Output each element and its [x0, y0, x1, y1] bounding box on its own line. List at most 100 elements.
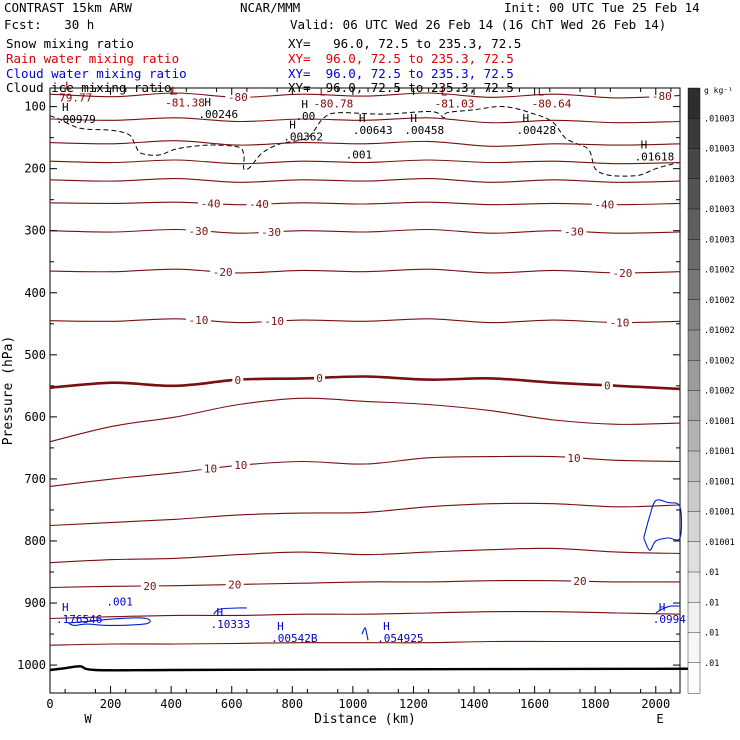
- colorbar-swatch: [687, 511, 701, 543]
- temperature-contour: [49, 318, 681, 324]
- contour-label-bg: [258, 225, 284, 238]
- colorbar-swatch: [687, 632, 701, 664]
- y-tick-label: 900: [24, 596, 46, 610]
- init-time: Init: 00 UTC Tue 25 Feb 14: [504, 0, 700, 15]
- colorbar-label: .01002: [704, 296, 735, 306]
- extremum-marker: L: [65, 79, 72, 92]
- extremum-marker: H: [383, 620, 390, 633]
- temperature-contour-label: 10: [567, 452, 580, 465]
- colorbar-label: .01002: [704, 387, 735, 397]
- extremum-value: -80.78: [314, 98, 354, 111]
- colorbar-swatch: [687, 450, 701, 482]
- x-axis: 0 200 400 600 800 1000 1200 1400 1600 1800 2000: [46, 88, 672, 711]
- colorbar-swatch: [687, 239, 701, 271]
- temperature-contour: [49, 397, 681, 443]
- cloud-water-contour: [361, 627, 369, 641]
- field-snow-name: Snow mixing ratio: [6, 36, 134, 51]
- contour-labels: -80 -80 -40 -40 -40 -30 -30 -30 -20 -20 -10 -10 -10 0…: [106, 90, 675, 609]
- colorbar-label: .01001: [704, 538, 735, 548]
- x-axis-label: Distance (km): [314, 712, 416, 727]
- field-rain-xy: XY= 96.0, 72.5 to 235.3, 72.5: [288, 51, 514, 66]
- temperature-contour: [49, 547, 681, 564]
- contour-label-bg: [232, 373, 244, 386]
- temperature-contour-label: -20: [613, 267, 633, 280]
- colorbar-swatch: [687, 299, 701, 331]
- x-tick-label: 200: [100, 697, 122, 711]
- contour-label-bg: [246, 198, 272, 211]
- colorbar-swatch: [687, 269, 701, 301]
- colorbar-swatch: [687, 360, 701, 392]
- temperature-contour-label: -30: [564, 226, 584, 239]
- x-tick-label: 1200: [399, 697, 428, 711]
- extremum-value: .00428: [516, 124, 556, 137]
- y-axis-label: Pressure (hPa): [1, 336, 16, 446]
- cloud-water-contours: [67, 499, 683, 641]
- valid-time: Valid: 06 UTC Wed 26 Feb 14 (16 ChT Wed …: [290, 17, 667, 32]
- contour-value-label: .001: [106, 596, 133, 609]
- west-end-label: W: [84, 712, 92, 726]
- temperature-contour: [49, 140, 681, 147]
- extremum-value: 79.77: [59, 91, 92, 104]
- temperature-contour-label: 20: [573, 575, 586, 588]
- x-tick-label: 600: [221, 697, 243, 711]
- temperature-contour: [49, 178, 681, 183]
- temperature-contour: [49, 375, 681, 391]
- colorbar-swatch: [687, 420, 701, 452]
- y-tick-label: 600: [24, 410, 46, 424]
- org-label: NCAR/MMM: [240, 0, 301, 15]
- extremum-value: .00458: [404, 124, 444, 137]
- temperature-contour-label: 20: [228, 578, 241, 591]
- colorbar-label: .01: [704, 629, 719, 639]
- temperature-contour: [49, 640, 680, 646]
- x-tick-label: 800: [281, 697, 303, 711]
- contour-label-bg: [609, 266, 635, 279]
- temperature-contour-label: -10: [188, 314, 208, 327]
- temperature-contour-label: 10: [204, 463, 217, 476]
- temperature-contour-label: -30: [188, 225, 208, 238]
- extremum-marker: H: [62, 601, 69, 614]
- colorbar-swatch: [687, 602, 701, 634]
- contour-label-bg: [561, 225, 587, 238]
- temperature-contour-label: 0: [604, 379, 611, 392]
- extremum-value: .10333: [211, 618, 251, 631]
- extremum-value: .00643: [353, 124, 393, 137]
- colorbar-swatch: [687, 329, 701, 361]
- temperature-contour: [49, 159, 681, 165]
- temperature-contour-label: -10: [264, 315, 284, 328]
- extremum-value: .01618: [635, 150, 675, 163]
- extremum-marker: H: [522, 112, 529, 125]
- x-tick-label: 1400: [460, 697, 489, 711]
- extremum-marker: L: [441, 86, 448, 99]
- field-rain-name: Rain water mixing ratio: [6, 51, 180, 66]
- surface-pressure-curve: [49, 665, 689, 672]
- extremum-marker: H: [217, 606, 224, 619]
- extremum-marker: L: [171, 84, 178, 97]
- temperature-contour-label: -30: [261, 226, 281, 239]
- y-tick-label: 400: [24, 286, 46, 300]
- colorbar-label: .01002: [704, 266, 735, 276]
- y-tick-label: 200: [24, 162, 46, 176]
- x-tick-label: 0: [46, 697, 53, 711]
- east-end-label: E: [656, 712, 663, 726]
- temperature-contour: [49, 502, 681, 527]
- extremum-value: .176546: [56, 613, 102, 626]
- colorbar-units: g kg⁻¹: [704, 86, 733, 95]
- colorbar-swatch: [687, 481, 701, 513]
- extremum-value: -81.03: [435, 98, 475, 111]
- contour-label-bg: [261, 315, 287, 328]
- extremum-marker: H: [641, 138, 648, 151]
- temperature-contour: [49, 201, 681, 206]
- x-tick-label: 400: [160, 697, 182, 711]
- contour-label-bg: [140, 579, 159, 592]
- cloud-ice-contours: [49, 105, 681, 177]
- colorbar-label: .01: [704, 598, 719, 608]
- cloud-water-contour: [213, 607, 247, 615]
- contour-label-bg: [201, 462, 220, 475]
- extremum-value: .054925: [377, 632, 423, 645]
- extremum-marker: H: [359, 112, 366, 125]
- temperature-contour-label: -20: [213, 266, 233, 279]
- colorbar: .01003 .01003 .01003 .01003 .01003 .01002 .010…: [687, 87, 735, 694]
- colorbar-swatch: [687, 541, 701, 573]
- colorbar-label: .01002: [704, 326, 735, 336]
